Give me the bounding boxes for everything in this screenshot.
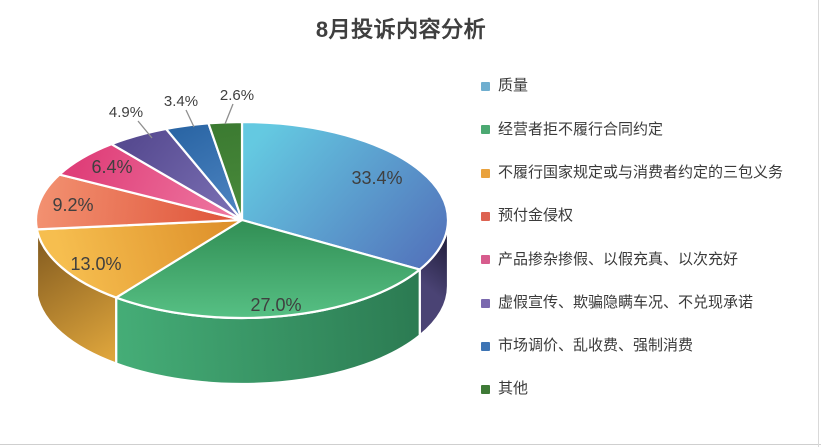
legend-color-swatch (481, 212, 490, 222)
legend-item-6: 市场调价、乱收费、强制消费 (481, 325, 811, 368)
pie-percent-label-7: 2.6% (220, 87, 254, 104)
legend-color-swatch (481, 125, 490, 135)
legend-item-2: 不履行国家规定或与消费者约定的三包义务 (481, 152, 811, 195)
legend-color-swatch (481, 82, 490, 92)
pie-label-leader-5 (137, 120, 153, 139)
legend-label: 不履行国家规定或与消费者约定的三包义务 (498, 163, 784, 181)
legend-color-swatch (481, 168, 490, 178)
pie-percent-label-1: 27.0% (250, 295, 301, 315)
legend-item-1: 经营者拒不履行合同约定 (481, 108, 811, 151)
legend-item-3: 预付金侵权 (481, 195, 811, 238)
pie-percent-label-4: 6.4% (91, 157, 132, 177)
pie-percent-label-0: 33.4% (351, 168, 402, 188)
pie-slice-2 (35, 218, 244, 299)
chart-legend: 质量经营者拒不履行合同约定不履行国家规定或与消费者约定的三包义务 预付金侵权产品掺… (481, 65, 811, 411)
legend-color-swatch (481, 298, 490, 308)
legend-color-swatch (481, 341, 490, 351)
table-border-bottom (0, 444, 821, 445)
pie-percent-label-2: 13.0% (70, 254, 121, 274)
legend-label: 经营者拒不履行合同约定 (498, 120, 664, 138)
pie-slice-0 (240, 120, 450, 271)
table-border-right (818, 0, 819, 447)
legend-label: 质量 (498, 77, 529, 95)
legend-label: 其他 (498, 380, 529, 398)
legend-label: 市场调价、乱收费、强制消费 (498, 337, 694, 355)
legend-label: 虚假宣传、欺骗隐瞒车况、不兑现承诺 (498, 293, 754, 311)
chart-title: 8月投诉内容分析 (315, 17, 487, 42)
pie-label-leader-7 (224, 103, 234, 125)
legend-label: 预付金侵权 (498, 207, 574, 225)
legend-item-0: 质量 (481, 65, 811, 108)
pie-slice-1 (115, 218, 421, 320)
legend-item-7: 其他 (481, 368, 811, 411)
pie-percent-label-5: 4.9% (109, 104, 143, 121)
legend-item-5: 虚假宣传、欺骗隐瞒车况、不兑现承诺 (481, 281, 811, 324)
legend-item-4: 产品掺杂掺假、以假充真、以次充好 (481, 238, 811, 281)
legend-color-swatch (481, 385, 490, 395)
legend-label: 产品掺杂掺假、以假充真、以次充好 (498, 250, 739, 268)
pie-slice-3 (34, 173, 244, 231)
pie-percent-label-6: 3.4% (164, 93, 198, 110)
legend-color-swatch (481, 255, 490, 265)
pie-percent-label-3: 9.2% (52, 195, 93, 215)
pie-label-leader-6 (185, 109, 195, 128)
